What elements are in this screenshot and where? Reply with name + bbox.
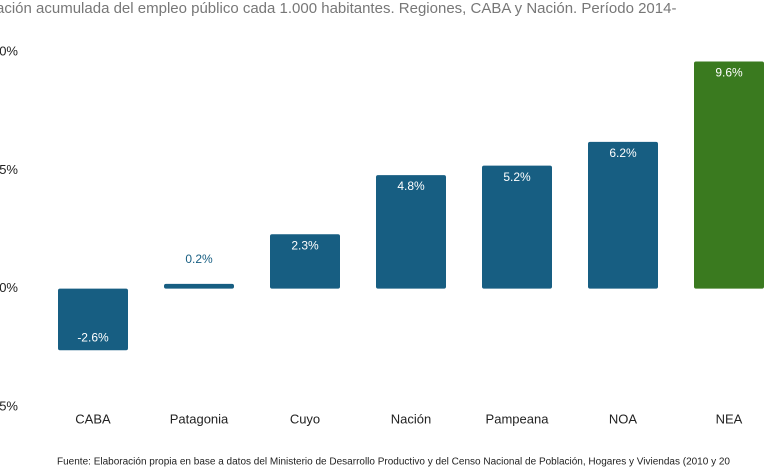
y-tick-label: 10% <box>0 43 18 58</box>
value-label: 0.2% <box>185 252 213 266</box>
x-tick-label: Patagonia <box>170 411 229 426</box>
x-tick-label: NEA <box>716 411 743 426</box>
value-label: 2.3% <box>291 238 319 252</box>
bar <box>164 283 234 289</box>
value-label: 5.2% <box>503 170 531 184</box>
value-label: 9.6% <box>715 66 743 80</box>
x-tick-label: Nación <box>391 411 431 426</box>
y-tick-label: 0% <box>0 280 18 295</box>
chart-title: ación acumulada del empleo público cada … <box>0 0 676 17</box>
y-tick-label: 5% <box>0 162 18 177</box>
bar <box>270 234 340 289</box>
y-tick-label: -5% <box>0 398 18 413</box>
value-label: 6.2% <box>609 146 637 160</box>
value-label: -2.6% <box>77 330 109 344</box>
x-tick-label: CABA <box>75 411 111 426</box>
bar <box>376 175 446 289</box>
bar <box>482 165 552 289</box>
x-tick-label: Cuyo <box>290 411 320 426</box>
bar <box>694 61 764 289</box>
source-note: Fuente: Elaboración propia en base a dat… <box>57 457 730 468</box>
value-label: 4.8% <box>397 179 425 193</box>
x-tick-label: NOA <box>609 411 638 426</box>
x-tick-label: Pampeana <box>486 411 550 426</box>
bar <box>58 288 128 351</box>
bar <box>588 141 658 289</box>
